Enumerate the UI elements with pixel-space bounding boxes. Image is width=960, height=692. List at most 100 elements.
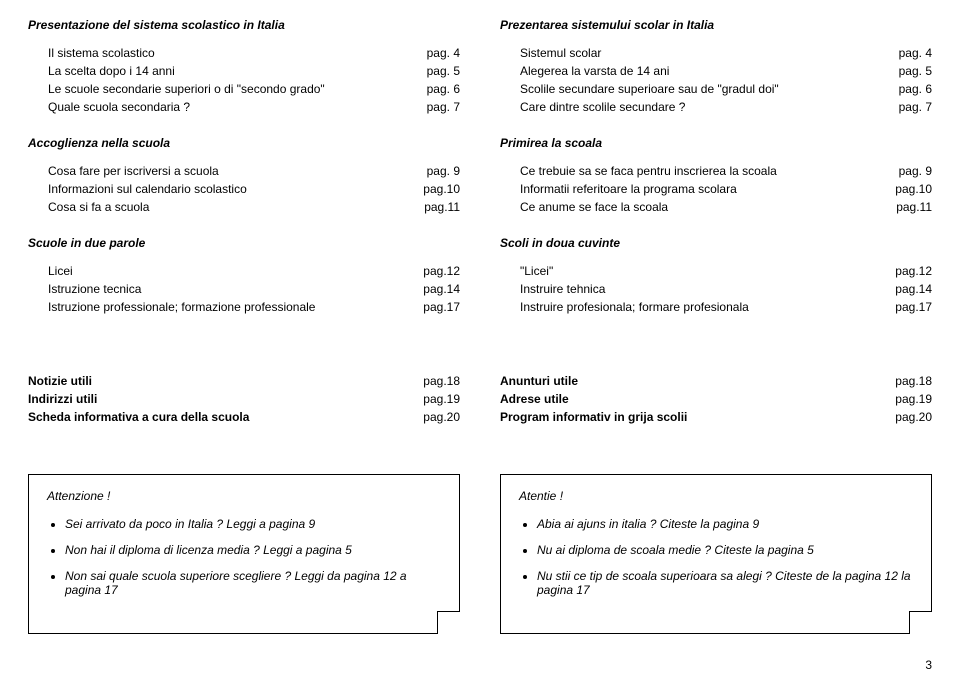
toc-label: La scelta dopo i 14 anni [48,62,427,80]
toc-page: pag. 6 [427,80,460,98]
attention-item: Nu ai diploma de scoala medie ? Citeste … [537,543,913,557]
info-label: Scheda informativa a cura della scuola [28,408,249,426]
toc-label: Cosa si fa a scuola [48,198,424,216]
attention-box-left: Attenzione ! Sei arrivato da poco in Ita… [28,474,460,634]
toc-label: Sistemul scolar [520,44,899,62]
info-page: pag.19 [895,390,932,408]
attention-item: Sei arrivato da poco in Italia ? Leggi a… [65,517,441,531]
section-title: Accoglienza nella scuola [28,136,460,150]
toc-label: Ce anume se face la scoala [520,198,896,216]
toc-page: pag.12 [895,262,932,280]
attention-box-right: Atentie ! Abia ai ajuns in italia ? Cite… [500,474,932,634]
info-label: Adrese utile [500,390,569,408]
toc-list: Liceipag.12 Istruzione tecnicapag.14 Ist… [48,262,460,316]
toc-page: pag. 6 [899,80,932,98]
info-page: pag.20 [423,408,460,426]
info-row: Anunturi utile pag.18 [500,372,932,390]
toc-label: Le scuole secondarie superiori o di "sec… [48,80,427,98]
info-row: Indirizzi utili pag.19 [28,390,460,408]
toc-row: Instruire tehnicapag.14 [520,280,932,298]
info-row: Program informativ in grija scolii pag.20 [500,408,932,426]
info-row: Notizie utili pag.18 [28,372,460,390]
toc-page: pag.14 [895,280,932,298]
attention-list: Abia ai ajuns in italia ? Citeste la pag… [519,517,913,597]
toc-row: Scolile secundare superioare sau de "gra… [520,80,932,98]
toc-label: Instruire tehnica [520,280,895,298]
info-page: pag.18 [423,372,460,390]
toc-page: pag.14 [423,280,460,298]
toc-page: pag. 4 [899,44,932,62]
attention-list: Sei arrivato da poco in Italia ? Leggi a… [47,517,441,597]
toc-label: Ce trebuie sa se faca pentru inscrierea … [520,162,899,180]
toc-list: Ce trebuie sa se faca pentru inscrierea … [520,162,932,216]
toc-label: "Licei" [520,262,895,280]
attention-item: Non hai il diploma di licenza media ? Le… [65,543,441,557]
info-page: pag.18 [895,372,932,390]
page-fold-icon [909,611,932,634]
toc-label: Care dintre scolile secundare ? [520,98,899,116]
right-column: Prezentarea sistemului scolar in Italia … [500,18,932,336]
toc-row: Liceipag.12 [48,262,460,280]
toc-row: Care dintre scolile secundare ?pag. 7 [520,98,932,116]
page-fold-icon [437,611,460,634]
toc-label: Istruzione tecnica [48,280,423,298]
info-page: pag.20 [895,408,932,426]
attention-title: Atentie ! [519,489,913,503]
left-info-block: Notizie utili pag.18 Indirizzi utili pag.1… [28,372,460,426]
toc-list: Il sistema scolasticopag. 4 La scelta do… [48,44,460,116]
toc-label: Cosa fare per iscriversi a scuola [48,162,427,180]
attention-item: Non sai quale scuola superiore scegliere… [65,569,441,597]
toc-row: Ce anume se face la scoalapag.11 [520,198,932,216]
toc-label: Scolile secundare superioare sau de "gra… [520,80,899,98]
toc-row: Cosa fare per iscriversi a scuolapag. 9 [48,162,460,180]
info-row: Scheda informativa a cura della scuola pa… [28,408,460,426]
toc-page: pag.11 [896,198,932,216]
toc-row: Quale scuola secondaria ?pag. 7 [48,98,460,116]
toc-page: pag.17 [423,298,460,316]
toc-page: pag.10 [895,180,932,198]
toc-page: pag.12 [423,262,460,280]
info-label: Notizie utili [28,372,92,390]
toc-row: Sistemul scolarpag. 4 [520,44,932,62]
info-label: Program informativ in grija scolii [500,408,687,426]
toc-page: pag.11 [424,198,460,216]
toc-page: pag.17 [895,298,932,316]
section-title: Scuole in due parole [28,236,460,250]
toc-list: Cosa fare per iscriversi a scuolapag. 9 … [48,162,460,216]
toc-list: "Licei"pag.12 Instruire tehnicapag.14 In… [520,262,932,316]
toc-label: Instruire profesionala; formare profesio… [520,298,895,316]
toc-row: Cosa si fa a scuolapag.11 [48,198,460,216]
info-page: pag.19 [423,390,460,408]
toc-row: Informazioni sul calendario scolasticopa… [48,180,460,198]
toc-row: Informatii referitoare la programa scola… [520,180,932,198]
toc-row: Ce trebuie sa se faca pentru inscrierea … [520,162,932,180]
toc-page: pag. 9 [899,162,932,180]
toc-page: pag. 7 [899,98,932,116]
attention-item: Abia ai ajuns in italia ? Citeste la pag… [537,517,913,531]
attention-item: Nu stii ce tip de scoala superioara sa a… [537,569,913,597]
toc-row: Le scuole secondarie superiori o di "sec… [48,80,460,98]
section-title: Primirea la scoala [500,136,932,150]
page-number: 3 [28,658,932,672]
toc-row: Instruire profesionala; formare profesio… [520,298,932,316]
toc-label: Quale scuola secondaria ? [48,98,427,116]
toc-page: pag. 5 [427,62,460,80]
toc-row: Alegerea la varsta de 14 anipag. 5 [520,62,932,80]
toc-row: Istruzione professionale; formazione pro… [48,298,460,316]
toc-row: Il sistema scolasticopag. 4 [48,44,460,62]
toc-label: Il sistema scolastico [48,44,427,62]
toc-row: La scelta dopo i 14 annipag. 5 [48,62,460,80]
info-label: Indirizzi utili [28,390,97,408]
toc-label: Alegerea la varsta de 14 ani [520,62,899,80]
toc-label: Istruzione professionale; formazione pro… [48,298,423,316]
toc-page: pag. 7 [427,98,460,116]
info-label: Anunturi utile [500,372,578,390]
toc-label: Informazioni sul calendario scolastico [48,180,423,198]
section-title: Prezentarea sistemului scolar in Italia [500,18,932,32]
left-column: Presentazione del sistema scolastico in … [28,18,460,336]
toc-row: Istruzione tecnicapag.14 [48,280,460,298]
toc-page: pag. 5 [899,62,932,80]
section-title: Scoli in doua cuvinte [500,236,932,250]
toc-page: pag. 4 [427,44,460,62]
toc-page: pag. 9 [427,162,460,180]
